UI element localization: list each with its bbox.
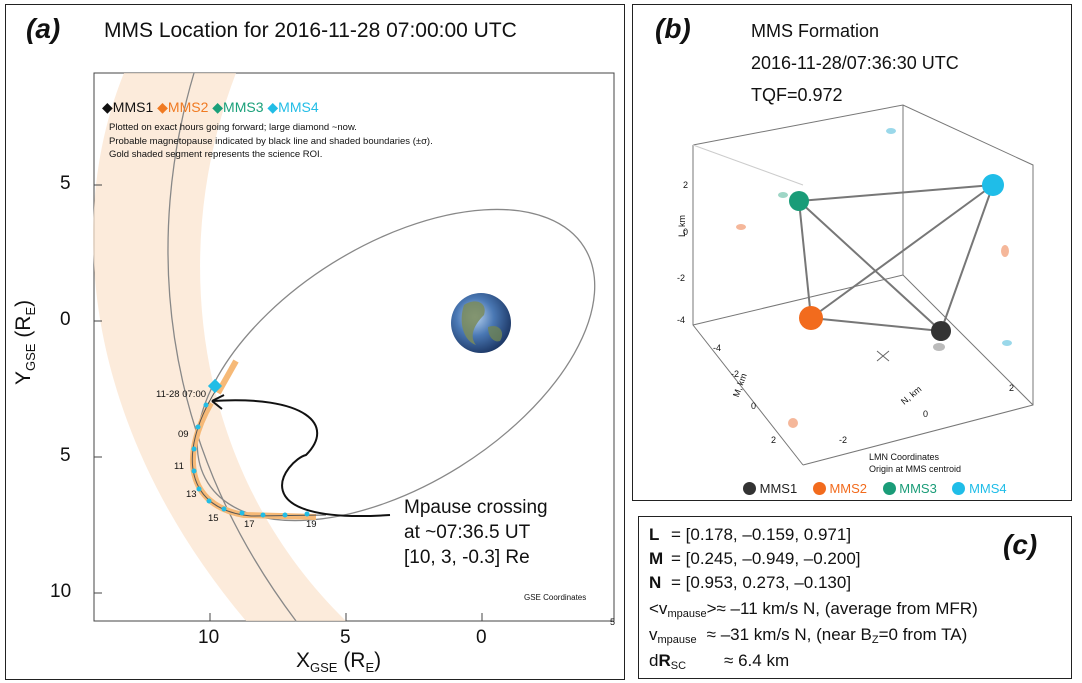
- m-tick: -2: [731, 369, 740, 379]
- hour-label: 11: [174, 461, 184, 472]
- note-line: Probable magnetopause indicated by black…: [109, 135, 433, 147]
- panel-c-tag: (c): [1003, 529, 1038, 560]
- mms3-sphere: [789, 191, 809, 211]
- n-tick: -2: [839, 435, 848, 445]
- v-near-row: vmpause ≈ –31 km/s N, (near BZ=0 from TA): [649, 625, 968, 646]
- orbit-plot: [93, 72, 615, 622]
- y-tick: 0: [60, 309, 71, 330]
- legend-mms1: ◆MMS1: [102, 99, 154, 115]
- axis-ticks: [94, 184, 483, 621]
- earth-icon: [451, 293, 511, 353]
- magnetopause-band: [93, 73, 346, 621]
- n-tick: 2: [1009, 383, 1015, 393]
- n-vector-row: N = [0.953, 0.273, –0.130]: [649, 573, 852, 592]
- v-avg-row: <vmpause>≈ –11 km/s N, (average from MFR…: [649, 599, 978, 620]
- plot-frame: [93, 72, 615, 622]
- x-tick: 0: [476, 627, 487, 648]
- trajectory-line: [191, 389, 327, 517]
- hour-label: 09: [178, 429, 189, 440]
- x-tick: 5: [340, 627, 351, 648]
- annotation-arrow: [211, 399, 391, 518]
- legend-dot-mms1: [743, 482, 756, 495]
- legend-label-mms3: MMS3: [899, 481, 937, 496]
- projections: [736, 128, 1012, 428]
- l-tick: -4: [677, 315, 686, 325]
- hour-label: 15: [208, 513, 219, 524]
- hour-label: 17: [244, 519, 255, 530]
- m-vector-row: M = [0.245, –0.949, –0.200]: [649, 549, 861, 568]
- formation-time: 2016-11-28/07:36:30 UTC: [751, 53, 959, 73]
- note-line: Plotted on exact hours going forward; la…: [109, 122, 357, 133]
- y-tick: 10: [50, 581, 72, 602]
- formation-3d-plot: [692, 104, 1034, 466]
- formation-legend: MMS1 MMS2 MMS3 MMS4: [743, 481, 1007, 496]
- panel-c: (c) L = [0.178, –0.159, 0.971] M = [0.245,…: [638, 516, 1072, 679]
- hour-label: 13: [186, 489, 197, 500]
- panel-a: (a) MMS Location for 2016-11-28 07:00:00…: [5, 4, 625, 680]
- formation-title: MMS Formation: [751, 21, 880, 41]
- box-edges: [692, 104, 1034, 466]
- lmn-note: LMN Coordinates Origin at MMS centroid: [869, 452, 962, 474]
- roi-segment: [215, 359, 239, 395]
- n-tick: 0: [923, 409, 929, 419]
- legend-mms2: ◆MMS2: [157, 99, 209, 115]
- legend-dot-mms2: [812, 482, 826, 495]
- legend-dot-mms4: [952, 482, 966, 495]
- time-label: 11-28 07:00: [156, 389, 207, 400]
- crossing-annotation: Mpause crossing at ~07:36.5 UT [10, 3, -…: [404, 497, 548, 568]
- l-tick: 2: [683, 180, 689, 190]
- mms1-sphere: [931, 321, 951, 341]
- l-vector-row: L = [0.178, –0.159, 0.971]: [649, 525, 852, 544]
- centroid-marker: [876, 350, 890, 362]
- m-tick: -4: [713, 343, 722, 353]
- legend-label-mms4: MMS4: [969, 481, 1007, 496]
- l-tick: 0: [683, 227, 689, 237]
- l-tick: -2: [677, 273, 686, 283]
- legend-label-mms1: MMS1: [759, 481, 798, 496]
- panel-b-tag: (b): [655, 13, 691, 44]
- x-tick: 10: [198, 627, 220, 648]
- panel-a-title: MMS Location for 2016-11-28 07:00:00 UTC: [104, 19, 517, 42]
- plot-legend: ◆MMS1 ◆MMS2 ◆MMS3 ◆MMS4: [102, 99, 319, 116]
- plot-notes: Plotted on exact hours going forward; la…: [109, 121, 433, 162]
- mms4-current-diamond: [207, 378, 223, 394]
- magnetopause-line: [167, 72, 297, 622]
- mms4-sphere: [982, 174, 1004, 196]
- orbit-ellipse: [196, 208, 596, 522]
- m-tick: 2: [771, 435, 777, 445]
- legend-mms4: ◆MMS4: [267, 99, 319, 115]
- note-line: Gold shaded segment represents the scien…: [109, 149, 323, 160]
- legend-mms3: ◆MMS3: [212, 99, 264, 115]
- x-axis-label: XGSE (RE): [296, 649, 382, 676]
- hour-label: 19: [306, 519, 317, 530]
- coords-note: GSE Coordinates: [524, 593, 587, 602]
- y-tick: 5: [60, 445, 71, 466]
- legend-label-mms2: MMS2: [829, 481, 867, 496]
- x-tick: 5: [610, 617, 616, 627]
- hour-markers: [191, 402, 310, 518]
- y-axis-label: YGSE (RE): [12, 299, 39, 385]
- dr-row: dRSC ≈ 6.4 km: [649, 651, 790, 672]
- tqf-value: TQF=0.972: [751, 85, 843, 105]
- panel-a-tag: (a): [26, 13, 61, 44]
- legend-dot-mms3: [882, 482, 896, 495]
- m-tick: 0: [751, 401, 757, 411]
- tetrahedron-edges: [798, 184, 994, 332]
- y-tick: 5: [60, 173, 71, 194]
- mms2-sphere: [799, 306, 823, 330]
- panel-b: (b) MMS Formation 2016-11-28/07:36:30 UT…: [632, 4, 1072, 501]
